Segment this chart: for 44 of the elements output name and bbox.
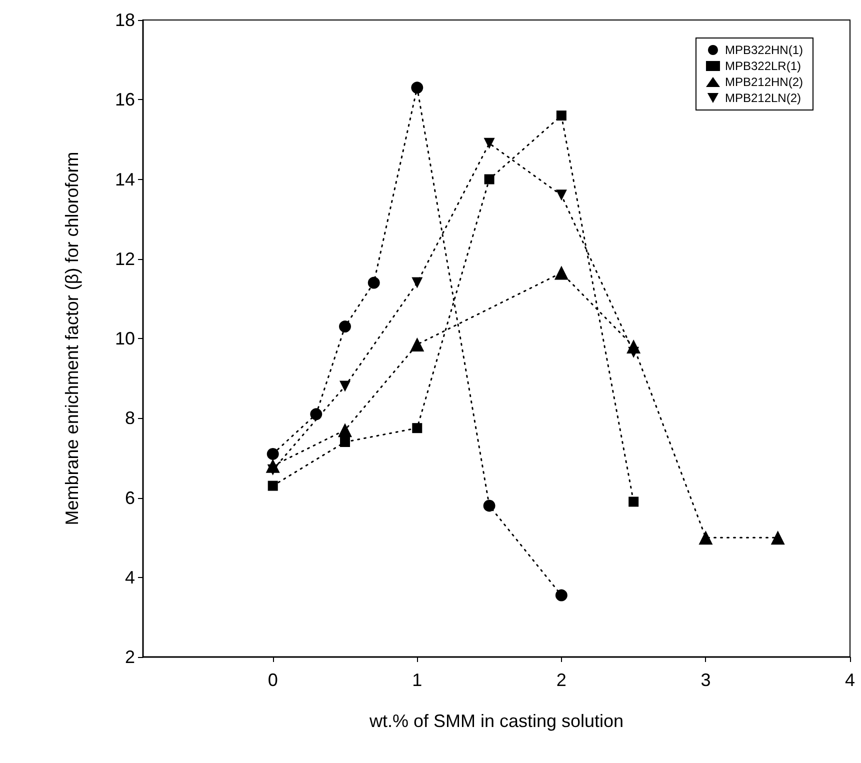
x-tick-label: 1 xyxy=(412,670,422,690)
point xyxy=(310,408,322,420)
x-tick-label: 3 xyxy=(700,670,711,690)
point xyxy=(412,423,422,434)
point xyxy=(628,496,639,507)
point xyxy=(340,380,350,392)
legend-label: MPB212HN(2) xyxy=(724,75,804,89)
point xyxy=(555,589,568,602)
x-tick-label: 4 xyxy=(844,670,856,690)
point xyxy=(268,480,278,491)
point xyxy=(368,276,380,289)
point xyxy=(266,448,279,460)
y-tick-label: 18 xyxy=(114,10,135,30)
y-axis-title: Membrane enrichment factor (β) for chloroform xyxy=(62,152,82,526)
point xyxy=(339,320,351,333)
x-tick-label: 2 xyxy=(556,670,566,690)
point xyxy=(770,530,785,545)
point xyxy=(554,266,568,280)
point xyxy=(628,346,640,358)
point xyxy=(698,530,713,545)
point xyxy=(484,138,495,149)
point xyxy=(556,190,567,201)
point xyxy=(412,277,423,288)
point xyxy=(410,337,424,352)
x-axis-title: wt.% of SMM in casting solution xyxy=(368,711,624,731)
legend-label: MPB322LR(1) xyxy=(724,59,802,73)
point xyxy=(484,174,494,184)
y-tick-label: 6 xyxy=(124,488,135,508)
point xyxy=(556,110,566,121)
point xyxy=(267,464,278,476)
point xyxy=(340,437,350,448)
y-tick-label: 8 xyxy=(124,408,135,428)
legend-label: MPB322HN(1) xyxy=(724,43,804,57)
y-tick-label: 2 xyxy=(124,647,135,667)
y-tick-label: 10 xyxy=(114,328,135,348)
x-tick-label: 0 xyxy=(268,670,278,690)
y-tick-label: 12 xyxy=(114,248,135,269)
point xyxy=(411,82,424,94)
legend-label: MPB212LN(2) xyxy=(724,91,802,105)
y-tick-label: 4 xyxy=(124,567,135,588)
point xyxy=(483,500,496,512)
y-tick-label: 16 xyxy=(114,90,135,110)
point xyxy=(338,423,352,438)
y-tick-label: 14 xyxy=(114,169,135,190)
